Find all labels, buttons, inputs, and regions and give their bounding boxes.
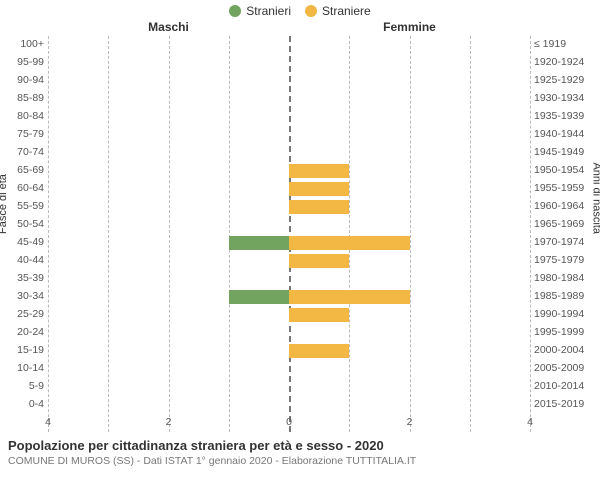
birth-year-tick: 2010-2014	[534, 377, 586, 395]
age-tick: 40-44	[14, 251, 44, 269]
age-tick: 85-89	[14, 89, 44, 107]
bar-row	[48, 252, 530, 270]
bar-row	[48, 216, 530, 234]
birth-year-tick: 1970-1974	[534, 233, 586, 251]
bar-row	[48, 180, 530, 198]
age-tick: 55-59	[14, 197, 44, 215]
bar-female	[289, 308, 349, 322]
bar-row	[48, 126, 530, 144]
bar-female	[289, 200, 349, 214]
legend: Stranieri Straniere	[0, 0, 600, 20]
bar-female	[289, 236, 410, 250]
age-tick: 35-39	[14, 269, 44, 287]
birth-year-tick: 1950-1954	[534, 161, 586, 179]
legend-item-female: Straniere	[305, 4, 371, 18]
chart-area: Fasce di età Anni di nascita 100+95-9990…	[0, 35, 600, 432]
y-axis-label-right: Anni di nascita	[591, 162, 600, 234]
bar-row	[48, 90, 530, 108]
bar-row	[48, 342, 530, 360]
legend-item-male: Stranieri	[229, 4, 291, 18]
birth-year-tick: 1955-1959	[534, 179, 586, 197]
bar-row	[48, 360, 530, 378]
bar-row	[48, 306, 530, 324]
chart-title: Popolazione per cittadinanza straniera p…	[8, 438, 592, 453]
column-title-female: Femmine	[289, 20, 530, 35]
age-tick: 5-9	[14, 377, 44, 395]
bar-row	[48, 144, 530, 162]
age-tick: 45-49	[14, 233, 44, 251]
legend-swatch-female	[305, 5, 317, 17]
birth-year-tick: 1935-1939	[534, 107, 586, 125]
bar-row	[48, 108, 530, 126]
birth-year-tick: 1920-1924	[534, 53, 586, 71]
legend-label-female: Straniere	[322, 4, 371, 18]
bar-row	[48, 72, 530, 90]
bar-row	[48, 198, 530, 216]
column-title-male: Maschi	[48, 20, 289, 35]
birth-year-tick: 1975-1979	[534, 251, 586, 269]
gridline	[530, 36, 531, 432]
birth-year-tick: 1995-1999	[534, 323, 586, 341]
age-tick: 90-94	[14, 71, 44, 89]
birth-year-tick: 1945-1949	[534, 143, 586, 161]
birth-year-tick: 2000-2004	[534, 341, 586, 359]
age-tick: 75-79	[14, 125, 44, 143]
bar-female	[289, 164, 349, 178]
x-tick: 0	[286, 416, 292, 428]
bar-female	[289, 290, 410, 304]
age-tick: 20-24	[14, 323, 44, 341]
birth-year-tick: ≤ 1919	[534, 35, 586, 53]
bar-row	[48, 36, 530, 54]
age-tick: 80-84	[14, 107, 44, 125]
age-tick: 10-14	[14, 359, 44, 377]
birth-year-tick: 1925-1929	[534, 71, 586, 89]
age-tick: 25-29	[14, 305, 44, 323]
birth-year-tick: 1960-1964	[534, 197, 586, 215]
age-tick: 50-54	[14, 215, 44, 233]
age-tick: 30-34	[14, 287, 44, 305]
bar-row	[48, 162, 530, 180]
column-titles: Maschi Femmine	[0, 20, 600, 35]
bar-row	[48, 54, 530, 72]
birth-year-tick: 1985-1989	[534, 287, 586, 305]
bar-row	[48, 288, 530, 306]
bar-row	[48, 324, 530, 342]
x-tick: 4	[527, 416, 533, 428]
birth-year-tick: 1930-1934	[534, 89, 586, 107]
birth-year-axis: ≤ 19191920-19241925-19291930-19341935-19…	[530, 35, 600, 432]
bar-female	[289, 254, 349, 268]
chart-subtitle: COMUNE DI MUROS (SS) - Dati ISTAT 1° gen…	[8, 455, 592, 467]
x-tick: 2	[407, 416, 413, 428]
bar-rows	[48, 36, 530, 414]
x-tick: 2	[166, 416, 172, 428]
x-tick: 4	[45, 416, 51, 428]
birth-year-tick: 2005-2009	[534, 359, 586, 377]
bar-male	[229, 236, 289, 250]
birth-year-tick: 1940-1944	[534, 125, 586, 143]
birth-year-tick: 1980-1984	[534, 269, 586, 287]
birth-year-tick: 1990-1994	[534, 305, 586, 323]
bar-female	[289, 344, 349, 358]
bar-row	[48, 270, 530, 288]
bar-male	[229, 290, 289, 304]
legend-swatch-male	[229, 5, 241, 17]
birth-year-tick: 2015-2019	[534, 395, 586, 413]
x-axis: 4 2 0 2 4	[48, 414, 530, 432]
age-tick: 65-69	[14, 161, 44, 179]
age-tick: 70-74	[14, 143, 44, 161]
plot-area: 4 2 0 2 4	[48, 35, 530, 432]
bar-row	[48, 234, 530, 252]
birth-year-tick: 1965-1969	[534, 215, 586, 233]
age-tick: 15-19	[14, 341, 44, 359]
legend-label-male: Stranieri	[246, 4, 291, 18]
chart-footer: Popolazione per cittadinanza straniera p…	[0, 432, 600, 467]
age-tick: 60-64	[14, 179, 44, 197]
y-axis-label-left: Fasce di età	[0, 174, 9, 234]
bar-row	[48, 378, 530, 396]
bar-row	[48, 396, 530, 414]
age-tick: 95-99	[14, 53, 44, 71]
age-tick: 100+	[14, 35, 44, 53]
bar-female	[289, 182, 349, 196]
age-tick: 0-4	[14, 395, 44, 413]
